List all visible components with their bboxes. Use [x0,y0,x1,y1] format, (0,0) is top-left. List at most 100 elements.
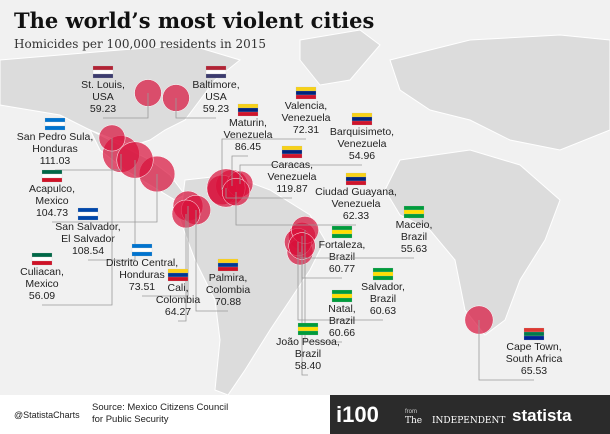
city-label: Maceio, [396,219,433,231]
flag [92,65,114,71]
city-label: South Africa [506,353,563,365]
value-label: 59.23 [90,103,116,115]
value-label: 59.23 [203,103,229,115]
value-label: 104.73 [36,207,68,219]
value-label: 72.31 [293,124,319,136]
brand: The [405,416,422,426]
value-label: 65.53 [521,365,547,377]
flag [237,111,259,117]
flag [44,121,66,127]
flag [31,260,53,266]
value-label: 62.33 [343,210,369,222]
city-label: Culiacan, [20,266,64,278]
flag [131,247,153,253]
city-label: Valencia, [285,100,327,112]
value-label: 60.63 [370,305,396,317]
value-label: 70.88 [215,296,241,308]
value-label: 56.09 [29,290,55,302]
flag [523,331,545,337]
city-label: Brazil [329,315,355,327]
flag [295,86,317,92]
value-label: 60.77 [329,263,355,275]
flag [331,289,353,295]
leader-line [231,155,248,186]
city-label: João Pessoa, [276,336,340,348]
city-label: Palmira, [209,272,248,284]
city-label: Cali, [167,282,188,294]
flag [372,275,394,281]
flag [77,211,99,217]
leader-line [88,160,136,261]
flag [77,215,99,221]
leader-line [195,210,228,312]
leader-line [42,138,113,306]
city-label: Brazil [401,231,427,243]
leader-line [225,188,292,199]
value-label: 60.66 [329,327,355,339]
flag [523,335,545,341]
flag [403,209,425,215]
leader-line [142,206,189,297]
flag [297,330,319,336]
flag [331,225,353,231]
source: Source: Mexico Citizens Council [92,402,228,413]
city-label: Caracas, [271,159,313,171]
city-label: Colombia [156,294,201,306]
leader-line [178,214,187,322]
flag [77,207,99,213]
city-label: El Salvador [61,233,115,245]
city-label: Honduras [119,269,165,281]
flag [331,233,353,239]
footer-dark [330,395,610,434]
leader-line [301,246,308,376]
value-label: 111.03 [40,155,71,167]
flag [345,172,367,178]
city-label: USA [92,91,114,103]
city-label: Barquisimeto, [330,126,394,138]
flag [217,258,239,264]
flag [281,149,303,155]
value-label: 108.54 [72,245,104,257]
leader-line [297,242,383,321]
flag [345,180,367,186]
leader-line [299,252,414,259]
flag [44,125,66,131]
flag [345,176,367,182]
brand: i100 [336,402,379,427]
city-label: Mexico [25,278,58,290]
flag [331,293,353,299]
flag [31,252,53,258]
flag [41,177,63,183]
city-label: Distrito Central, [106,257,178,269]
subtitle: Homicides per 100,000 residents in 2015 [14,37,266,51]
flag [131,243,153,249]
leader-line [175,98,216,119]
city-label: Maturin, [229,117,267,129]
flag [297,326,319,332]
city-label: USA [205,91,227,103]
flag [205,65,227,71]
city-label: Venezuela [331,198,380,210]
brand: statista [512,406,572,425]
value-label: 64.27 [165,306,191,318]
city-label: Ciudad Guayana, [315,186,397,198]
city-label: Acapulco, [29,183,75,195]
leader-line [221,138,306,190]
flag [217,262,239,268]
flag [237,107,259,113]
value-label: 55.63 [401,243,427,255]
title: The world’s most violent cities [14,8,374,33]
flag [217,266,239,272]
flag [372,267,394,273]
flag [167,276,189,282]
leader-line [304,230,342,343]
flag [205,69,227,75]
city-label: Venezuela [223,129,272,141]
flag [281,145,303,151]
city-label: Venezuela [337,138,386,150]
flag [403,213,425,219]
credit: @StatistaCharts [14,410,80,420]
city-label: Honduras [32,143,78,155]
flag [295,94,317,100]
